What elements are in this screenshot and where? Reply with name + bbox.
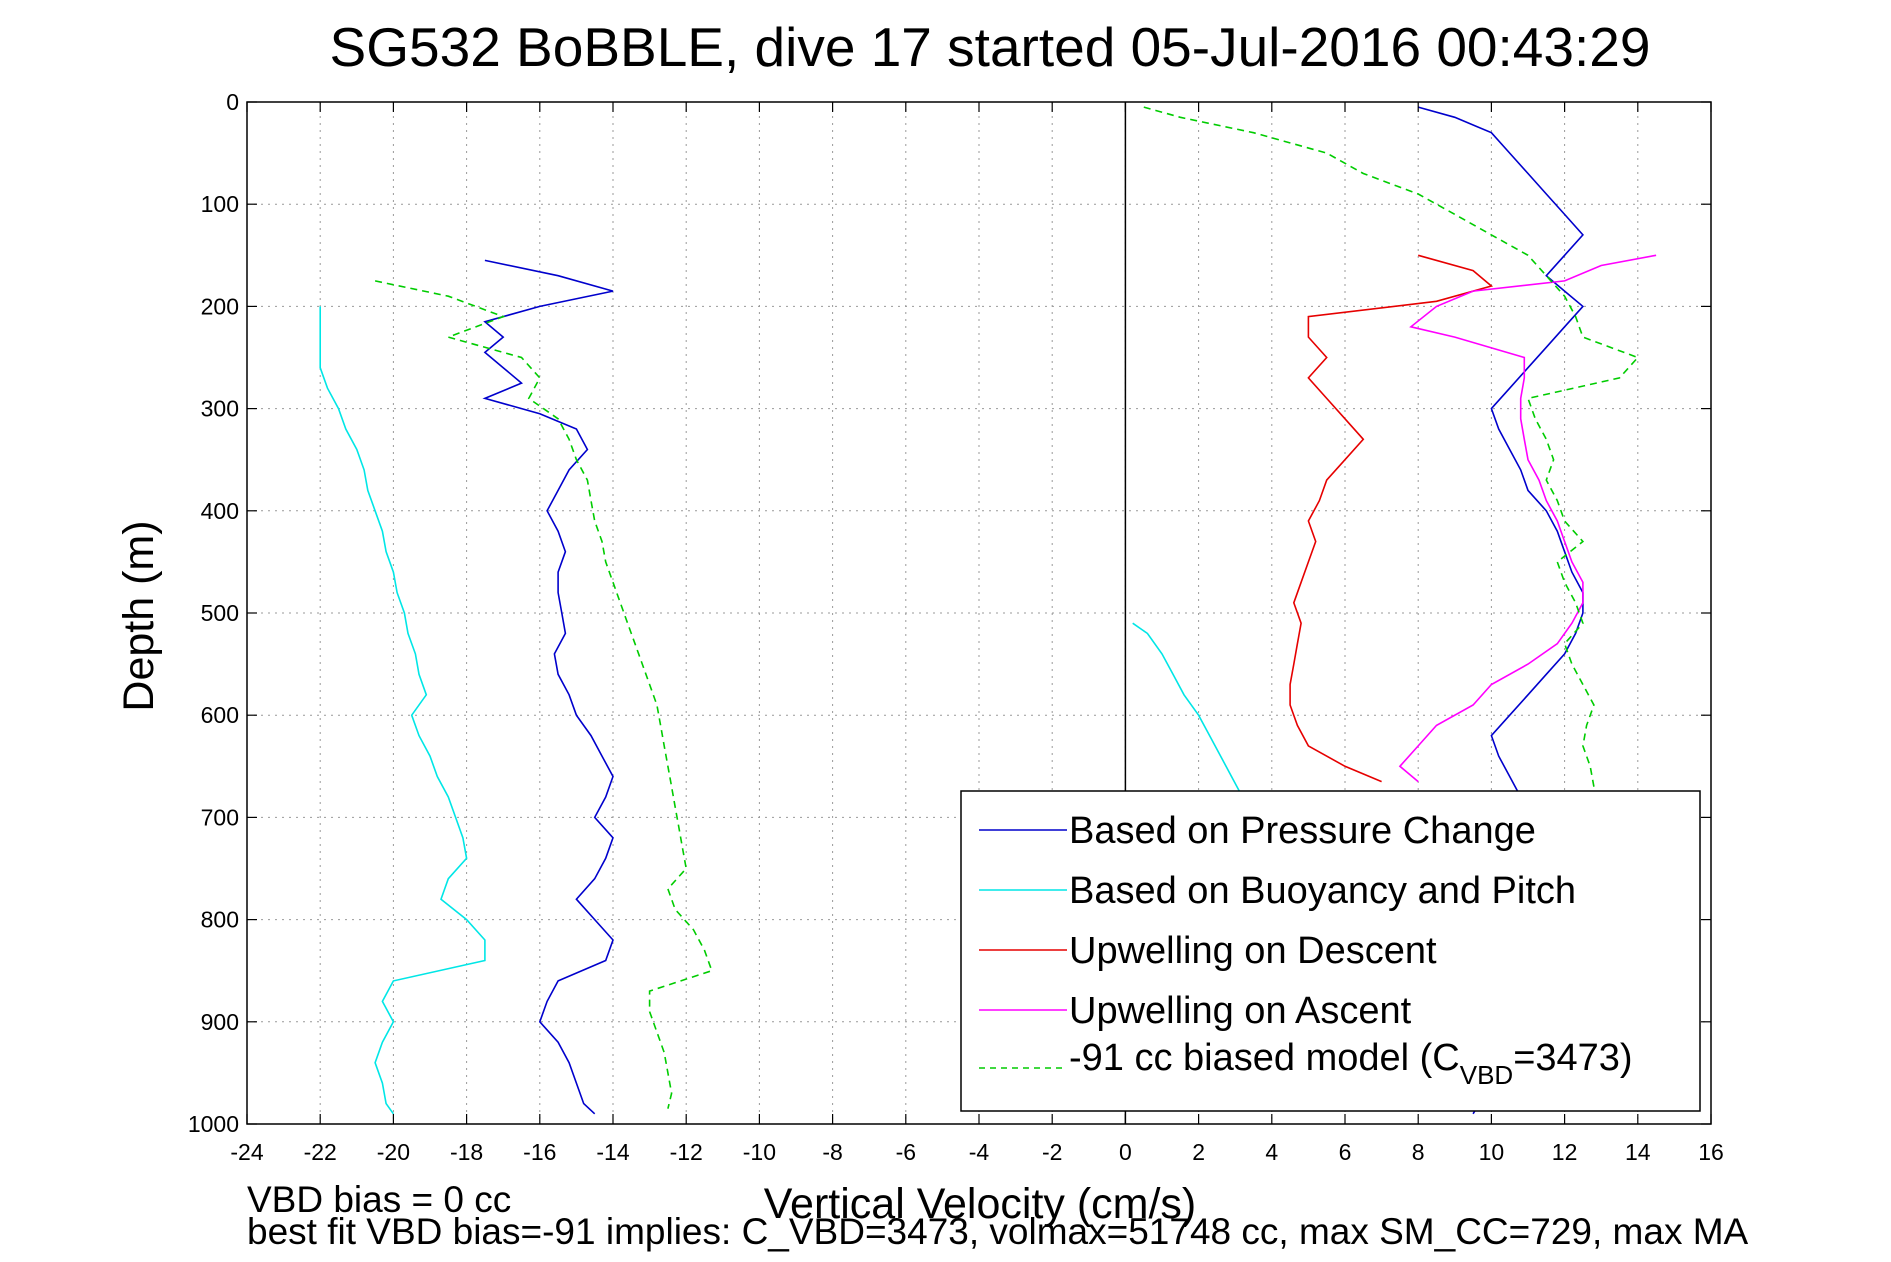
series-ascent_upwelling: [1398, 254, 1657, 783]
x-tick-label: -10: [743, 1139, 776, 1165]
legend-label-descent: Upwelling on Descent: [1069, 930, 1437, 972]
legend-label-buoyancy: Based on Buoyancy and Pitch: [1069, 870, 1576, 912]
y-tick-label: 100: [201, 191, 239, 217]
footer-line-1: VBD bias = 0 cc: [247, 1179, 511, 1220]
series-model_descent: [374, 280, 713, 1109]
series-buoyancy_ascent: [1132, 622, 1244, 798]
x-tick-label: -20: [377, 1139, 410, 1165]
x-tick-label: -2: [1042, 1139, 1062, 1165]
x-tick-label: 12: [1552, 1139, 1578, 1165]
y-tick-label: 1000: [188, 1111, 239, 1137]
y-ticks: 0 100 200 300 400 500 600 700 800 900 1000: [188, 89, 1711, 1137]
legend-label-ascent: Upwelling on Ascent: [1069, 990, 1412, 1032]
y-tick-label: 700: [201, 804, 239, 830]
x-tick-label: -16: [523, 1139, 556, 1165]
x-tick-label: -14: [596, 1139, 629, 1165]
x-tick-label: -22: [304, 1139, 337, 1165]
x-tick-label: 10: [1479, 1139, 1505, 1165]
y-tick-label: 600: [201, 702, 239, 728]
y-tick-label: 800: [201, 907, 239, 933]
x-tick-label: 2: [1192, 1139, 1205, 1165]
series-descent_upwelling: [1289, 254, 1494, 783]
y-axis-label: Depth (m): [115, 520, 163, 711]
x-tick-label: 14: [1625, 1139, 1651, 1165]
footer-line-2: best fit VBD bias=-91 implies: C_VBD=347…: [247, 1211, 1749, 1252]
x-tick-label: -12: [670, 1139, 703, 1165]
x-tick-label: -8: [822, 1139, 842, 1165]
series-pressure_descent: [482, 259, 614, 1115]
series-buoyancy_descent: [319, 306, 486, 1115]
legend-box: [960, 790, 1701, 1112]
series-model_ascent: [1143, 106, 1640, 787]
legend: Based on Pressure Change Based on Buoyan…: [960, 790, 1701, 1112]
x-ticks: -24 -22 -20 -18 -16 -14 -12 -10 -8 -6 -4 -2 0 2 4 6 8 10 1…: [230, 102, 1724, 1165]
x-tick-label: 4: [1265, 1139, 1278, 1165]
legend-label-pressure: Based on Pressure Change: [1069, 810, 1536, 852]
y-tick-label: 900: [201, 1009, 239, 1035]
x-tick-label: -6: [896, 1139, 916, 1165]
x-tick-label: 8: [1412, 1139, 1425, 1165]
x-tick-label: -4: [969, 1139, 990, 1165]
y-tick-label: 400: [201, 498, 239, 524]
y-tick-label: 0: [226, 89, 239, 115]
x-axis-label: Vertical Velocity (cm/s): [764, 1180, 1197, 1228]
x-tick-label: 16: [1698, 1139, 1724, 1165]
legend-model-tail: =3473): [1513, 1037, 1632, 1079]
series-layer: [319, 106, 1657, 1115]
legend-label-model: -91 cc biased model (CVBD=3473): [1069, 1037, 1633, 1090]
y-tick-label: 500: [201, 600, 239, 626]
x-tick-label: -24: [230, 1139, 263, 1165]
x-tick-label: -18: [450, 1139, 483, 1165]
chart-title: SG532 BoBBLE, dive 17 started 05-Jul-201…: [330, 16, 1651, 78]
legend-model-sub: VBD: [1460, 1060, 1513, 1090]
y-tick-label: 200: [201, 293, 239, 319]
x-tick-label: 0: [1119, 1139, 1132, 1165]
y-tick-label: 300: [201, 396, 239, 422]
x-tick-label: 6: [1339, 1139, 1352, 1165]
legend-model-main: -91 cc biased model (C: [1069, 1037, 1460, 1079]
